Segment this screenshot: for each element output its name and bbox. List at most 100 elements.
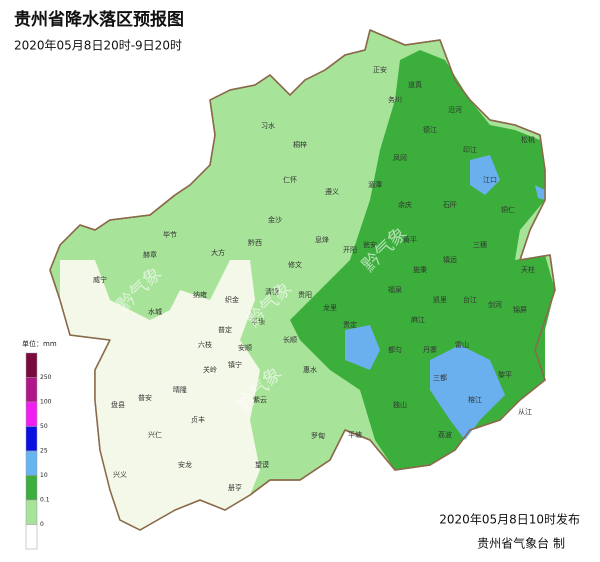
city-label: 平塘 [348, 430, 362, 439]
subtitle: 2020年05月8日20时-9日20时 [14, 39, 182, 53]
agency: 贵州省气象台 制 [477, 536, 565, 551]
city-label: 德江 [423, 125, 437, 134]
heavy-rain-area [535, 185, 545, 200]
city-label: 余庆 [398, 200, 412, 209]
legend-label: 100 [40, 399, 52, 406]
city-label: 贞丰 [191, 415, 205, 424]
city-label: 盘县 [111, 400, 125, 409]
city-label: 雷山 [455, 340, 469, 349]
title: 贵州省降水落区预报图 [14, 9, 184, 30]
city-label: 修文 [288, 260, 302, 269]
city-label: 息烽 [315, 235, 329, 244]
city-label: 福泉 [388, 285, 402, 294]
legend-label: 250 [40, 374, 52, 381]
city-label: 石阡 [443, 200, 457, 209]
legend-swatch [25, 499, 38, 525]
city-label: 习水 [261, 121, 275, 130]
city-label: 长顺 [283, 335, 297, 344]
city-label: 丹寨 [423, 345, 437, 354]
city-label: 普定 [218, 325, 232, 334]
city-label: 兴仁 [148, 430, 162, 439]
city-label: 桐梓 [293, 140, 307, 149]
city-label: 金沙 [268, 215, 282, 224]
city-label: 黔西 [248, 238, 262, 247]
city-label: 台江 [463, 295, 477, 304]
city-label: 沿河 [448, 105, 462, 114]
city-label: 荔波 [438, 430, 452, 439]
legend-label: 0.1 [40, 497, 50, 504]
city-label: 黄平 [403, 235, 417, 244]
city-label: 天柱 [521, 265, 535, 274]
city-label: 务川 [388, 95, 402, 104]
heavy-rain-area [430, 345, 505, 440]
city-label: 印江 [463, 146, 477, 154]
city-label: 龙里 [323, 303, 337, 312]
city-label: 贵阳 [298, 290, 312, 299]
city-label: 榕江 [468, 395, 482, 404]
city-label: 江口 [483, 176, 497, 184]
city-label: 凯里 [433, 295, 447, 304]
city-label: 毕节 [163, 230, 177, 239]
city-label: 安顺 [238, 343, 252, 352]
city-label: 大方 [211, 248, 225, 257]
city-label: 镇宁 [228, 360, 242, 369]
city-label: 镇远 [443, 255, 457, 264]
city-label: 安龙 [178, 460, 192, 469]
city-label: 正安 [373, 65, 387, 74]
city-label: 湄潭 [368, 180, 382, 189]
heavy-rain-area [345, 325, 380, 370]
city-label: 凤冈 [393, 154, 407, 162]
city-label: 惠水 [303, 365, 317, 374]
legend-label: 25 [40, 448, 48, 455]
city-label: 兴义 [113, 470, 127, 479]
city-label: 紫云 [253, 396, 267, 404]
city-label: 都匀 [388, 345, 402, 354]
legend-swatch [25, 450, 38, 476]
city-label: 从江 [518, 408, 532, 416]
city-label: 织金 [225, 295, 239, 304]
city-label: 晴隆 [173, 385, 187, 394]
city-label: 赫章 [143, 250, 157, 259]
city-label: 普安 [138, 393, 152, 402]
city-label: 平坝 [251, 317, 265, 326]
legend: 单位：mm 250 100 50 25 10 0.1 0 [22, 339, 57, 550]
legend-swatch [25, 352, 38, 378]
city-label: 仁怀 [283, 175, 297, 184]
city-label: 纳雍 [193, 290, 207, 299]
city-label: 黎平 [498, 370, 512, 379]
legend-unit: 单位：mm [22, 339, 57, 348]
legend-swatch [25, 401, 38, 427]
city-label: 贵定 [343, 320, 357, 329]
city-label: 水城 [148, 307, 162, 316]
city-label: 六枝 [198, 340, 212, 349]
issue-time: 2020年05月8日10时发布 [439, 512, 580, 527]
city-label: 威宁 [93, 275, 107, 284]
city-label: 铜仁 [501, 205, 515, 214]
city-label: 施秉 [413, 265, 427, 274]
no-rain-area [60, 260, 260, 530]
city-label: 独山 [393, 400, 407, 409]
province-border [49, 29, 556, 531]
city-label: 三都 [433, 374, 447, 382]
city-label: 麻江 [411, 315, 425, 324]
legend-label: 50 [40, 423, 48, 430]
city-label: 开阳 [343, 245, 357, 254]
legend-swatch [25, 524, 38, 550]
city-label: 剑河 [488, 300, 502, 309]
city-label: 道真 [408, 80, 422, 89]
legend-swatch [25, 426, 38, 452]
city-label: 松桃 [521, 135, 535, 144]
heavy-rain-area [470, 155, 500, 195]
legend-swatch [25, 377, 38, 403]
city-label: 关岭 [203, 365, 217, 374]
city-label: 册亨 [228, 483, 242, 492]
legend-swatch [25, 475, 38, 501]
city-label: 瓮安 [363, 240, 377, 249]
legend-label: 0 [40, 521, 44, 528]
city-label: 三穗 [473, 240, 487, 249]
map [49, 29, 556, 531]
city-label: 清镇 [265, 287, 279, 296]
city-label: 锦屏 [513, 305, 527, 314]
